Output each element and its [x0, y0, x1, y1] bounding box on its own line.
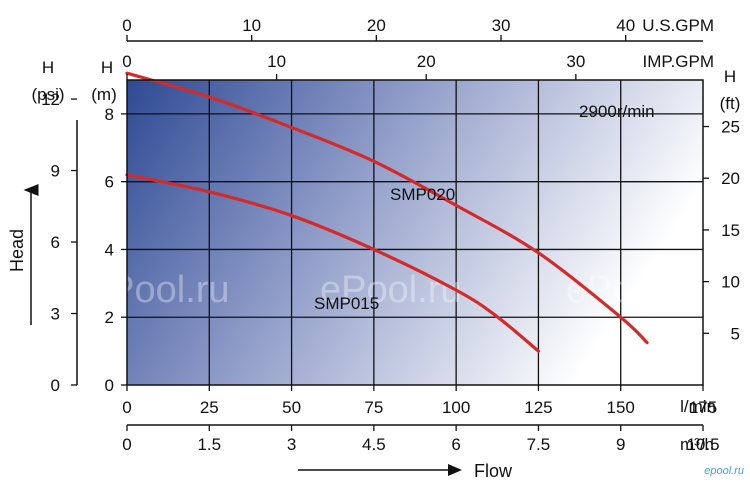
tick-label: 7.5 — [527, 435, 551, 454]
tick-label: 20 — [721, 169, 740, 188]
tick-label: 9 — [616, 435, 625, 454]
flow-label: Flow — [474, 461, 513, 481]
plot-background — [127, 80, 703, 385]
x-tick-label: 175 — [689, 398, 717, 417]
psi-title: H — [42, 58, 54, 77]
tick-label: 10 — [721, 273, 740, 292]
tick-label: 25 — [721, 118, 740, 137]
tick-label: 3 — [287, 435, 296, 454]
corner-logo: epool.ru — [704, 465, 744, 477]
tick-label: 1.5 — [197, 435, 221, 454]
ft-axis: 5 10 15 20 25 — [703, 118, 740, 343]
plot-frame — [126, 79, 704, 386]
tick-label: 20 — [417, 52, 436, 71]
y-unit: (m) — [91, 85, 116, 104]
x-tick-label: 25 — [200, 398, 219, 417]
tick-label: 0 — [122, 435, 131, 454]
x-tick-label: 0 — [122, 398, 131, 417]
watermark: ePool.ru — [320, 269, 462, 311]
tick-label: 10 — [267, 52, 286, 71]
tick-label: 9 — [51, 162, 60, 181]
y-tick-label: 4 — [105, 240, 114, 259]
watermark: ePool.ru — [88, 269, 230, 311]
head-label: Head — [7, 229, 27, 272]
y-tick-label: 2 — [105, 308, 114, 327]
tick-label: 3 — [51, 305, 60, 324]
x-tick-label: 100 — [442, 398, 470, 417]
tick-label: 20 — [367, 16, 386, 35]
us-gpm-axis: 0 10 20 30 40 — [122, 16, 635, 41]
ft-title: H — [724, 67, 736, 86]
us-gpm-unit: U.S.GPM — [642, 16, 714, 35]
x-tick-label: 125 — [524, 398, 552, 417]
x-tick-label: 75 — [364, 398, 383, 417]
tick-label: 5 — [731, 324, 740, 343]
series-line-smp020 — [125, 71, 649, 345]
watermark: ePool.ru — [0, 269, 130, 311]
tick-label: 12 — [41, 90, 60, 109]
tick-label: 6 — [51, 233, 60, 252]
series-label-smp020: SMP020 — [390, 185, 455, 204]
tick-label: 6 — [451, 435, 460, 454]
tick-label: 0 — [122, 52, 131, 71]
tick-label: 4.5 — [362, 435, 386, 454]
y-title: H — [101, 58, 113, 77]
y-axis-m: 0 2 4 6 8 — [105, 105, 127, 395]
series-label-smp015: SMP015 — [314, 294, 379, 313]
tick-label: 0 — [122, 16, 131, 35]
psi-axis: 0 3 6 9 12 — [41, 90, 77, 395]
tick-label: 30 — [492, 16, 511, 35]
tick-label: 0 — [51, 376, 60, 395]
m3h-axis: 0 1.5 3 4.5 6 7.5 9 10.5 — [122, 425, 720, 454]
m3h-unit: m³/h — [680, 435, 714, 454]
imp-gpm-axis: 0 10 20 30 — [122, 52, 585, 80]
flow-arrowhead — [448, 464, 462, 476]
tick-label: 10.5 — [686, 435, 719, 454]
x-tick-label: 150 — [607, 398, 635, 417]
psi-unit: (psi) — [31, 85, 64, 104]
ft-unit: (ft) — [720, 94, 741, 113]
y-tick-label: 6 — [105, 173, 114, 192]
y-tick-label: 8 — [105, 105, 114, 124]
x-axis-lmin: 0 25 50 75 100 125 150 175 — [122, 385, 717, 417]
x-unit-lmin: l/min — [680, 397, 716, 416]
imp-gpm-unit: IMP.GPM — [643, 52, 714, 71]
speed-label: 2900r/min — [579, 102, 655, 121]
tick-label: 10 — [242, 16, 261, 35]
y-tick-label: 0 — [105, 376, 114, 395]
tick-label: 30 — [566, 52, 585, 71]
tick-label: 40 — [616, 16, 635, 35]
tick-label: 15 — [721, 221, 740, 240]
x-tick-label: 50 — [282, 398, 301, 417]
